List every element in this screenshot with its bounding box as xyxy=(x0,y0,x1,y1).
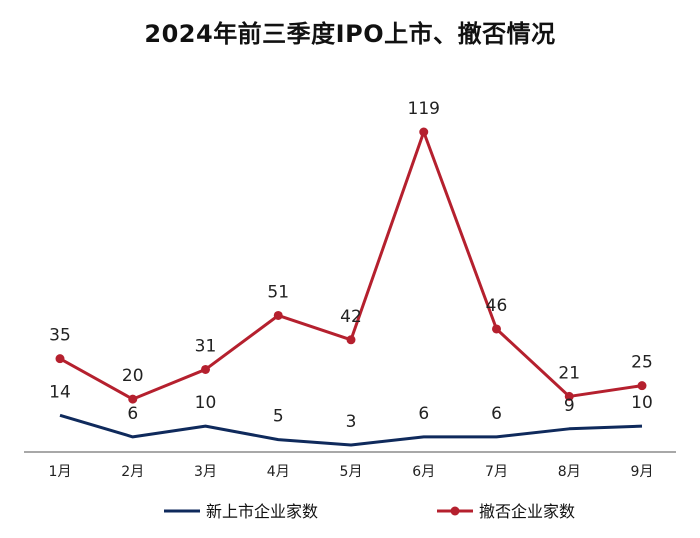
x-tick-label: 2月 xyxy=(121,464,144,480)
series-markers xyxy=(55,127,647,404)
x-tick-label: 9月 xyxy=(631,464,654,480)
data-label-withdrawals: 119 xyxy=(408,99,440,119)
data-label-withdrawals: 31 xyxy=(195,336,217,356)
data-label-new-listings: 10 xyxy=(195,393,217,413)
legend: 新上市企业家数 撤否企业家数 xyxy=(164,502,575,521)
x-tick-label: 7月 xyxy=(485,464,508,480)
data-point-withdrawals xyxy=(346,335,356,345)
data-point-withdrawals xyxy=(201,364,210,374)
data-label-new-listings: 9 xyxy=(564,396,575,416)
data-label-new-listings: 3 xyxy=(346,412,357,432)
x-tick-label: 8月 xyxy=(558,464,581,480)
data-point-withdrawals xyxy=(492,324,501,334)
data-label-withdrawals: 20 xyxy=(122,366,144,386)
x-tick-label: 3月 xyxy=(194,464,217,480)
series-line-new-listings xyxy=(59,413,643,447)
series-line-withdrawals xyxy=(59,130,643,401)
data-point-withdrawals xyxy=(564,391,574,401)
x-axis-ticks: 1月 2月 3月 4月 5月 6月 7月 8月 9月 xyxy=(49,464,654,480)
data-label-new-listings: 10 xyxy=(631,393,653,413)
data-label-withdrawals: 51 xyxy=(267,282,289,302)
x-tick-label: 5月 xyxy=(340,464,363,480)
data-label-withdrawals: 46 xyxy=(486,296,508,316)
data-label-withdrawals: 35 xyxy=(49,326,71,346)
data-point-withdrawals xyxy=(55,354,65,364)
data-point-withdrawals xyxy=(637,381,647,391)
x-tick-label: 6月 xyxy=(412,464,435,480)
data-label-withdrawals: 21 xyxy=(558,363,580,383)
data-label-new-listings: 6 xyxy=(418,404,429,424)
data-label-withdrawals: 25 xyxy=(631,353,653,373)
legend-marker-withdrawals xyxy=(450,506,460,516)
chart-title: 2024年前三季度IPO上市、撤否情况 xyxy=(144,20,556,48)
x-tick-label: 1月 xyxy=(49,464,72,480)
legend-label-new-listings: 新上市企业家数 xyxy=(206,502,318,521)
data-point-withdrawals xyxy=(273,310,283,320)
data-label-new-listings: 6 xyxy=(491,404,502,424)
legend-label-withdrawals: 撤否企业家数 xyxy=(479,502,575,521)
data-labels: 14 6 10 5 3 6 6 9 10 35 20 31 51 42 119 46 21 25 xyxy=(49,99,653,432)
data-label-withdrawals: 42 xyxy=(340,307,362,327)
series-lines xyxy=(59,130,643,447)
data-point-withdrawals xyxy=(419,127,429,137)
x-tick-label: 4月 xyxy=(267,464,290,480)
data-label-new-listings: 6 xyxy=(127,404,138,424)
data-label-new-listings: 14 xyxy=(49,382,71,402)
data-label-new-listings: 5 xyxy=(273,407,284,427)
data-point-withdrawals xyxy=(128,394,138,404)
